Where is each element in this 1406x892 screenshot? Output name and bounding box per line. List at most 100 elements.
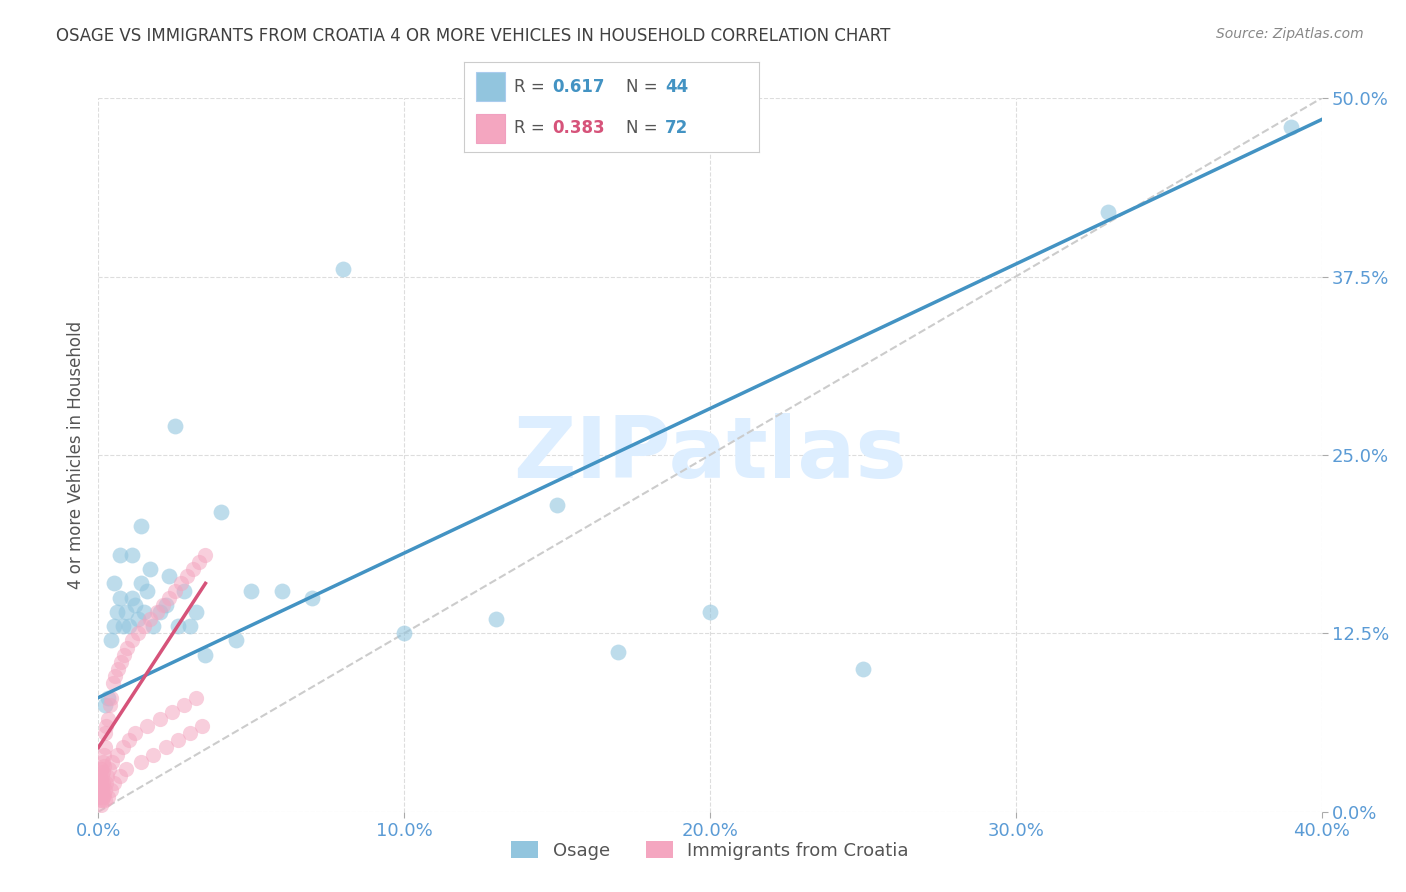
Point xyxy=(94,776,117,790)
Point xyxy=(89,793,111,807)
Point xyxy=(110,655,132,669)
Text: R =: R = xyxy=(515,78,550,95)
Point xyxy=(90,762,112,776)
Point xyxy=(485,612,508,626)
Point xyxy=(107,662,129,676)
Point xyxy=(129,519,152,533)
Text: 0.617: 0.617 xyxy=(553,78,605,95)
Point xyxy=(101,676,124,690)
Point xyxy=(129,755,152,769)
Text: N =: N = xyxy=(627,78,664,95)
Point xyxy=(93,740,115,755)
Text: Source: ZipAtlas.com: Source: ZipAtlas.com xyxy=(1216,27,1364,41)
Legend: Osage, Immigrants from Croatia: Osage, Immigrants from Croatia xyxy=(503,834,917,867)
Point xyxy=(188,555,211,569)
Point xyxy=(108,591,131,605)
Point xyxy=(179,619,201,633)
Point xyxy=(89,790,111,805)
Point xyxy=(90,788,112,802)
Point xyxy=(91,783,114,797)
Point xyxy=(90,797,112,812)
Point xyxy=(240,583,263,598)
Point xyxy=(1279,120,1302,134)
Point xyxy=(129,576,152,591)
Point xyxy=(98,698,121,712)
Point xyxy=(155,598,177,612)
Point xyxy=(176,569,198,583)
Point xyxy=(100,783,122,797)
Point xyxy=(160,705,183,719)
Point xyxy=(139,562,162,576)
Point xyxy=(89,783,111,797)
Point xyxy=(392,626,416,640)
Point xyxy=(111,619,134,633)
Point xyxy=(98,762,121,776)
Point xyxy=(163,583,186,598)
Point xyxy=(93,793,115,807)
Point xyxy=(124,598,146,612)
Point xyxy=(94,726,117,740)
Point xyxy=(91,793,114,807)
FancyBboxPatch shape xyxy=(475,72,505,101)
Point xyxy=(93,788,115,802)
Point xyxy=(91,764,114,779)
Point xyxy=(112,648,135,662)
Point xyxy=(124,726,146,740)
Point xyxy=(607,645,630,659)
Text: N =: N = xyxy=(627,120,664,137)
Point xyxy=(121,548,143,562)
Point xyxy=(90,779,112,793)
Point xyxy=(136,719,159,733)
Point xyxy=(173,583,195,598)
Text: R =: R = xyxy=(515,120,550,137)
Point xyxy=(96,769,118,783)
Point xyxy=(100,633,122,648)
Point xyxy=(111,740,134,755)
Point xyxy=(127,626,149,640)
Point xyxy=(546,498,568,512)
Point xyxy=(91,790,114,805)
Point xyxy=(121,633,143,648)
Point xyxy=(167,733,190,747)
Point xyxy=(103,576,125,591)
Point xyxy=(225,633,247,648)
Point xyxy=(157,591,180,605)
Point xyxy=(91,755,114,769)
Point xyxy=(163,419,186,434)
Text: 0.383: 0.383 xyxy=(553,120,605,137)
Point xyxy=(93,747,115,762)
Point xyxy=(852,662,875,676)
Point xyxy=(127,612,149,626)
Point xyxy=(103,619,125,633)
Point xyxy=(115,605,138,619)
Point xyxy=(105,747,128,762)
Point xyxy=(301,591,323,605)
Point xyxy=(152,598,174,612)
Point xyxy=(94,783,117,797)
Point xyxy=(91,776,114,790)
Point xyxy=(1097,205,1119,219)
Point xyxy=(155,740,177,755)
Point xyxy=(194,548,217,562)
Point xyxy=(104,669,127,683)
Point xyxy=(89,769,111,783)
Point xyxy=(186,690,208,705)
Point xyxy=(142,747,165,762)
FancyBboxPatch shape xyxy=(475,114,505,143)
Point xyxy=(91,769,114,783)
Point xyxy=(97,712,120,726)
Point xyxy=(179,726,201,740)
Point xyxy=(117,640,139,655)
Y-axis label: 4 or more Vehicles in Household: 4 or more Vehicles in Household xyxy=(66,321,84,589)
Point xyxy=(108,548,131,562)
Point xyxy=(90,773,112,788)
Point xyxy=(97,790,120,805)
Point xyxy=(108,769,131,783)
Point xyxy=(93,759,115,773)
Point xyxy=(134,619,156,633)
Point xyxy=(157,569,180,583)
Point xyxy=(90,762,112,776)
Text: ZIPatlas: ZIPatlas xyxy=(513,413,907,497)
Point xyxy=(181,562,204,576)
Point xyxy=(167,619,190,633)
